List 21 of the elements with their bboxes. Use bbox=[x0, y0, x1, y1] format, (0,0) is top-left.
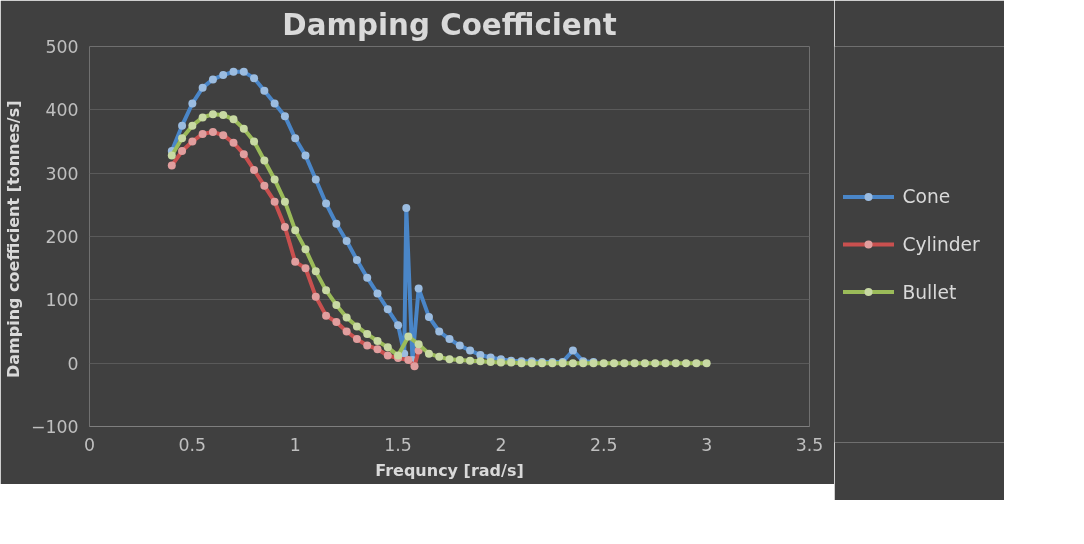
x-tick-label: 3.5 bbox=[795, 434, 824, 455]
y-tick-label: 500 bbox=[45, 37, 79, 57]
chart-title: Damping Coefficient bbox=[282, 7, 617, 42]
y-tick-label: 100 bbox=[45, 290, 79, 311]
x-tick-label: 1.5 bbox=[384, 434, 412, 455]
y-tick-label: 300 bbox=[45, 163, 79, 184]
y-axis-title: Damping coefficient [tonnes/s] bbox=[3, 100, 23, 379]
legend-label: Cylinder bbox=[902, 234, 981, 255]
y-tick-label: 400 bbox=[45, 100, 79, 121]
y-tick-label: 200 bbox=[45, 227, 79, 247]
x-tick-label: 1 bbox=[289, 434, 301, 455]
x-tick-label: 3 bbox=[701, 434, 713, 455]
x-tick-label: 2 bbox=[495, 434, 507, 455]
x-tick-label: 0.5 bbox=[178, 434, 207, 455]
y-tick-label: 0 bbox=[67, 353, 79, 374]
legend-label: Cone bbox=[902, 186, 951, 208]
x-axis-title: Frequncy [rad/s] bbox=[375, 460, 524, 480]
x-tick-label: 0 bbox=[83, 434, 96, 455]
y-tick-label: −100 bbox=[30, 417, 79, 437]
x-tick-label: 2.5 bbox=[590, 434, 618, 455]
legend-label: Bullet bbox=[902, 281, 957, 303]
